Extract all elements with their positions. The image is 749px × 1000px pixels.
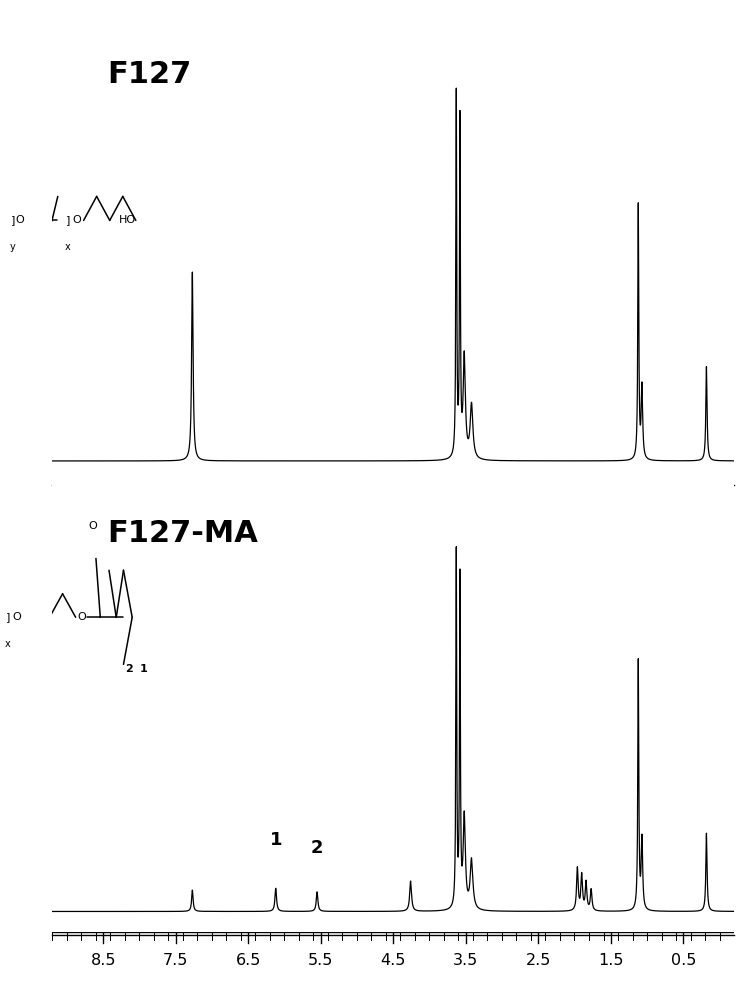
Text: 7.5: 7.5 (163, 953, 189, 968)
Text: 2.5: 2.5 (526, 953, 551, 968)
Text: y: y (10, 242, 16, 252)
Text: O: O (16, 215, 25, 225)
Text: 3.5: 3.5 (453, 953, 479, 968)
Text: 1: 1 (139, 664, 147, 674)
Text: 2: 2 (311, 839, 324, 857)
Text: 5.5: 5.5 (308, 953, 333, 968)
Text: O: O (77, 612, 86, 622)
Text: 6.5: 6.5 (235, 953, 261, 968)
Text: 2: 2 (124, 664, 133, 674)
Text: F127-MA: F127-MA (107, 519, 258, 548)
Text: O: O (88, 521, 97, 531)
Text: ]: ] (66, 215, 70, 225)
Text: ]: ] (10, 215, 15, 225)
Text: F127: F127 (107, 60, 191, 89)
Text: HO: HO (118, 215, 136, 225)
Text: O: O (13, 612, 21, 622)
Text: 1: 1 (270, 831, 282, 849)
Text: 0.5: 0.5 (670, 953, 696, 968)
Text: 4.5: 4.5 (380, 953, 406, 968)
Text: O: O (73, 215, 82, 225)
Text: ]: ] (5, 612, 10, 622)
Text: 1.5: 1.5 (598, 953, 623, 968)
Text: 8.5: 8.5 (91, 953, 116, 968)
Text: x: x (4, 639, 10, 649)
Text: x: x (65, 242, 71, 252)
